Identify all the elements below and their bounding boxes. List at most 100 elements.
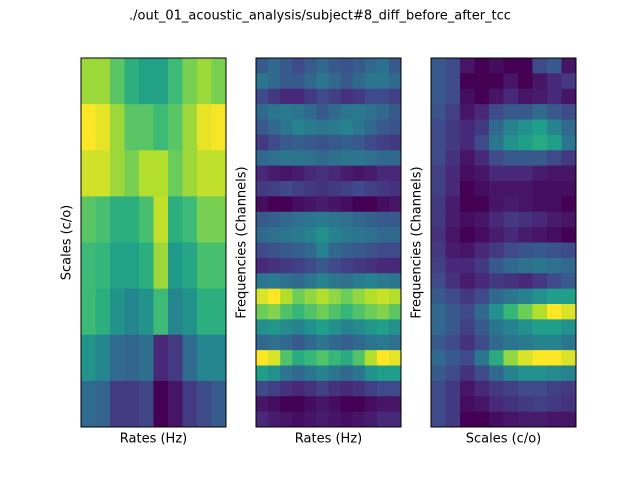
heatmap-cell xyxy=(518,257,533,274)
heatmap-cell xyxy=(474,304,490,320)
heatmap-cell xyxy=(503,227,519,243)
heatmap-cell xyxy=(388,257,402,274)
heatmap-cell xyxy=(304,396,317,413)
heatmap-cell xyxy=(268,134,281,151)
heatmap-cell xyxy=(364,150,378,167)
heatmap-cell xyxy=(124,242,140,290)
heatmap-cell xyxy=(460,396,475,413)
heatmap-cell xyxy=(388,88,402,105)
heatmap-cell xyxy=(561,273,577,290)
heatmap-cell xyxy=(518,365,533,382)
heatmap-cell xyxy=(431,211,446,228)
x-axis-label: Scales (c/o) xyxy=(466,432,542,447)
heatmap-cell xyxy=(340,88,354,105)
heatmap-cell xyxy=(110,288,125,336)
heatmap-cell xyxy=(503,380,519,397)
heatmap-cell xyxy=(316,319,329,336)
heatmap-cell xyxy=(304,365,317,382)
heatmap-cell xyxy=(280,227,293,243)
heatmap-cell xyxy=(328,365,342,382)
heatmap-cell xyxy=(304,88,317,105)
heatmap-cell xyxy=(153,58,169,105)
heatmap-cell xyxy=(139,104,154,151)
heatmap-cell xyxy=(532,334,548,351)
heatmap-cell xyxy=(561,257,577,274)
heatmap-cell xyxy=(474,181,490,197)
heatmap-cell xyxy=(81,104,96,151)
heatmap-cell xyxy=(489,396,504,413)
heatmap-cell xyxy=(316,165,329,182)
heatmap-cell xyxy=(256,257,269,274)
heatmap-cell xyxy=(340,181,354,197)
heatmap-cell xyxy=(292,273,305,290)
heatmap-cell xyxy=(292,350,305,366)
heatmap-cell xyxy=(316,134,329,151)
heatmap-cell xyxy=(503,319,519,336)
heatmap-cell xyxy=(256,380,269,397)
heatmap-cell xyxy=(280,365,293,382)
heatmap-cell xyxy=(81,288,96,336)
heatmap-cell xyxy=(153,334,169,382)
heatmap-cell xyxy=(292,304,305,320)
heatmap-cell xyxy=(328,396,342,413)
heatmap-cell xyxy=(489,150,504,167)
heatmap-cell xyxy=(292,319,305,336)
heatmap-cell xyxy=(431,104,446,120)
heatmap-cell xyxy=(547,181,562,197)
heatmap-cell xyxy=(268,334,281,351)
heatmap-cell xyxy=(376,134,390,151)
heatmap-cell xyxy=(280,411,293,428)
heatmap-cell xyxy=(503,396,519,413)
heatmap-cell xyxy=(153,242,169,290)
heatmap-cell xyxy=(153,104,169,151)
heatmap-cell xyxy=(503,288,519,305)
heatmap-cell xyxy=(532,257,548,274)
heatmap-cell xyxy=(110,196,125,243)
heatmap-cell xyxy=(547,227,562,243)
heatmap-cell xyxy=(168,242,183,290)
heatmap-cell xyxy=(532,181,548,197)
heatmap-cell xyxy=(340,73,354,90)
heatmap-cell xyxy=(316,334,329,351)
heatmap-cell xyxy=(376,211,390,228)
heatmap-cell xyxy=(518,396,533,413)
heatmap-cell xyxy=(352,396,366,413)
heatmap-cell xyxy=(532,104,548,120)
heatmap-cell xyxy=(474,273,490,290)
heatmap-cell xyxy=(474,227,490,243)
heatmap-cell xyxy=(316,150,329,167)
heatmap-cell xyxy=(474,380,490,397)
heatmap-cell xyxy=(197,104,212,151)
heatmap-cell xyxy=(474,58,490,74)
heatmap-cell xyxy=(445,257,461,274)
heatmap-cell xyxy=(503,104,519,120)
heatmap-cell xyxy=(376,165,390,182)
heatmap-cell xyxy=(268,304,281,320)
heatmap-cell xyxy=(532,227,548,243)
heatmap-cell xyxy=(81,380,96,428)
heatmap-cell xyxy=(547,73,562,90)
heatmap-cell xyxy=(445,211,461,228)
heatmap-cell xyxy=(280,242,293,259)
heatmap-cell xyxy=(460,165,475,182)
heatmap-cell xyxy=(352,257,366,274)
heatmap-cell xyxy=(561,396,577,413)
heatmap-cell xyxy=(364,288,378,305)
heatmap-cell xyxy=(547,304,562,320)
heatmap-cell xyxy=(547,58,562,74)
heatmap-cell xyxy=(388,104,402,120)
heatmap-cell xyxy=(376,227,390,243)
heatmap-cell xyxy=(547,288,562,305)
heatmap-cell xyxy=(256,134,269,151)
heatmap-cell xyxy=(547,88,562,105)
heatmap-cell xyxy=(376,273,390,290)
heatmap-cell xyxy=(532,350,548,366)
heatmap-cell xyxy=(561,88,577,105)
heatmap-cell xyxy=(460,58,475,74)
heatmap-cell xyxy=(532,273,548,290)
heatmap-cell xyxy=(340,334,354,351)
heatmap-cell xyxy=(532,288,548,305)
heatmap-cell xyxy=(364,58,378,74)
heatmap-cell xyxy=(561,319,577,336)
heatmap-cell xyxy=(518,119,533,136)
